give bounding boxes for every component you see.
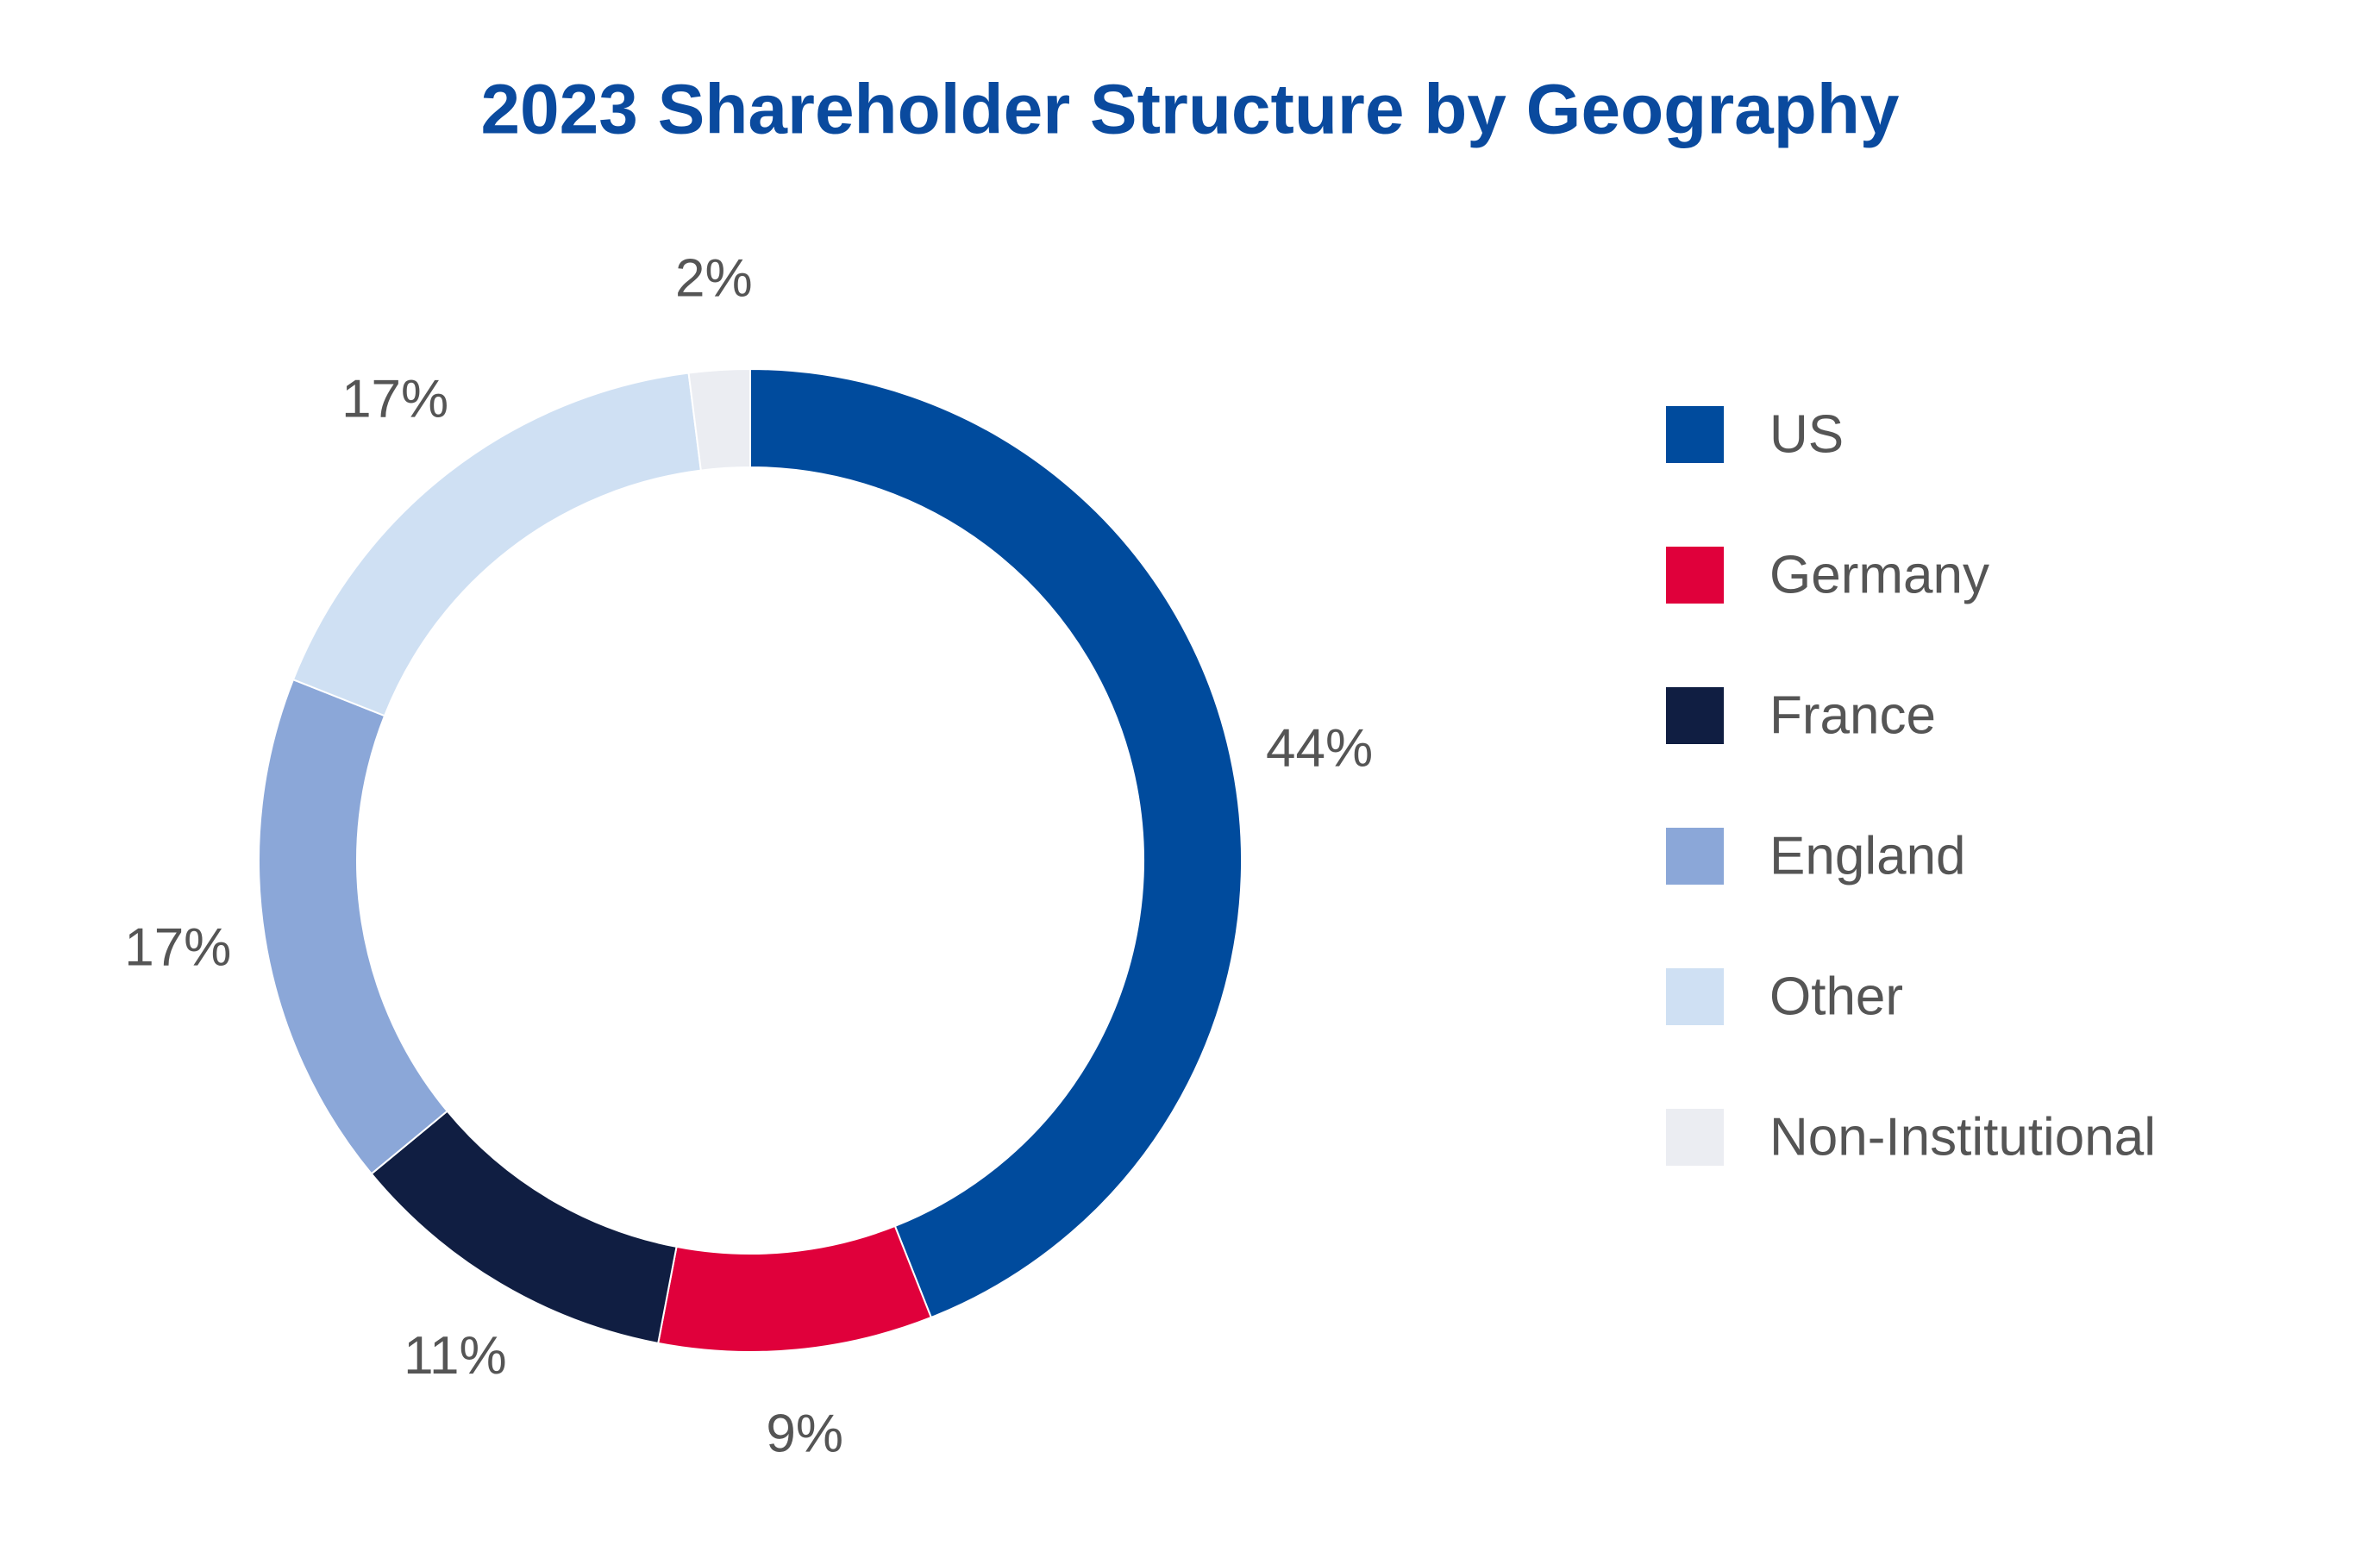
donut-slice bbox=[370, 1110, 678, 1345]
legend-swatch bbox=[1666, 968, 1724, 1025]
legend-label: England bbox=[1769, 826, 1966, 886]
value-label: 11% bbox=[404, 1326, 507, 1386]
value-label: 17% bbox=[341, 369, 448, 429]
legend-label: US bbox=[1769, 404, 1844, 464]
legend-label: Other bbox=[1769, 967, 1903, 1026]
donut-slice bbox=[687, 367, 751, 472]
legend-swatch bbox=[1666, 828, 1724, 885]
legend-swatch bbox=[1666, 406, 1724, 463]
value-label: 2% bbox=[675, 249, 753, 309]
legend-label: Non-Institutional bbox=[1769, 1107, 2156, 1167]
donut-slice bbox=[657, 1224, 933, 1353]
legend-swatch bbox=[1666, 687, 1724, 744]
legend-label: Germany bbox=[1769, 545, 1989, 604]
value-label: 44% bbox=[1266, 718, 1373, 778]
donut-slice bbox=[258, 678, 449, 1175]
legend-swatch bbox=[1666, 547, 1724, 604]
chart-title: 2023 Shareholder Structure by Geography bbox=[480, 71, 1899, 149]
value-label: 9% bbox=[766, 1404, 843, 1463]
legend-swatch bbox=[1666, 1109, 1724, 1166]
value-label: 17% bbox=[124, 917, 231, 977]
legend-label: France bbox=[1769, 685, 1936, 745]
donut-slice bbox=[749, 367, 1243, 1319]
